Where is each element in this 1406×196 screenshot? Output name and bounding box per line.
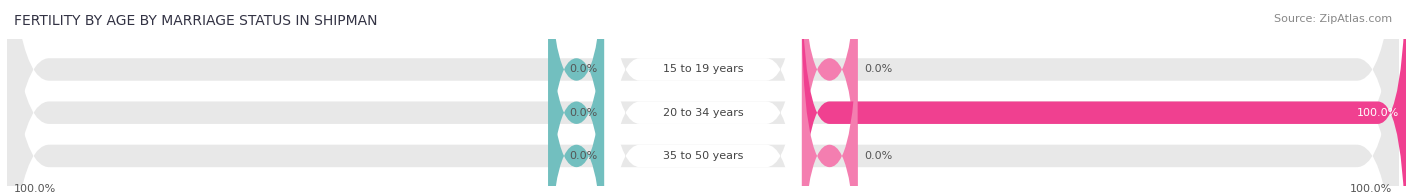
Text: 0.0%: 0.0% [569, 64, 598, 74]
FancyBboxPatch shape [605, 0, 801, 196]
FancyBboxPatch shape [7, 0, 1399, 196]
Text: Source: ZipAtlas.com: Source: ZipAtlas.com [1274, 14, 1392, 24]
Text: 15 to 19 years: 15 to 19 years [662, 64, 744, 74]
Text: 100.0%: 100.0% [14, 184, 56, 194]
FancyBboxPatch shape [605, 0, 801, 196]
FancyBboxPatch shape [548, 0, 605, 196]
Text: 0.0%: 0.0% [569, 108, 598, 118]
Text: 100.0%: 100.0% [1350, 184, 1392, 194]
FancyBboxPatch shape [801, 0, 858, 196]
Text: 0.0%: 0.0% [865, 151, 893, 161]
FancyBboxPatch shape [801, 0, 1406, 196]
FancyBboxPatch shape [605, 0, 801, 196]
Text: 35 to 50 years: 35 to 50 years [662, 151, 744, 161]
FancyBboxPatch shape [7, 0, 1399, 196]
Text: FERTILITY BY AGE BY MARRIAGE STATUS IN SHIPMAN: FERTILITY BY AGE BY MARRIAGE STATUS IN S… [14, 14, 378, 28]
FancyBboxPatch shape [7, 0, 1399, 196]
Text: 0.0%: 0.0% [569, 151, 598, 161]
Text: 0.0%: 0.0% [865, 64, 893, 74]
FancyBboxPatch shape [548, 0, 605, 196]
FancyBboxPatch shape [801, 0, 858, 196]
Text: 100.0%: 100.0% [1357, 108, 1399, 118]
FancyBboxPatch shape [548, 0, 605, 196]
Text: 20 to 34 years: 20 to 34 years [662, 108, 744, 118]
